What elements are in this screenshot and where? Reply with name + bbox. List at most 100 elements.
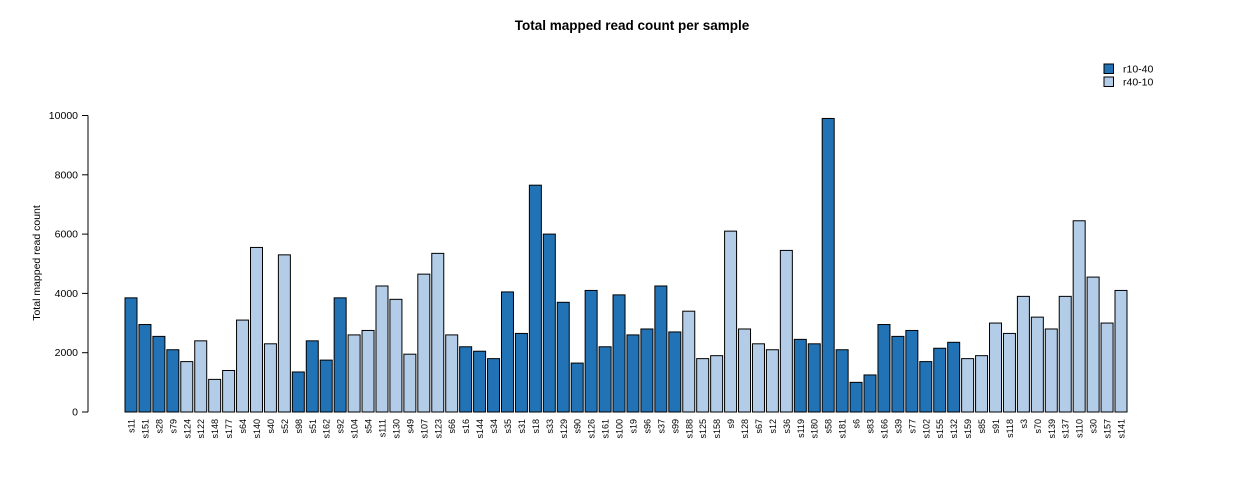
x-label-s6: s6 [852, 419, 862, 429]
x-label-s128: s128 [740, 419, 750, 439]
x-label-s19: s19 [628, 419, 638, 434]
x-label-s104: s104 [350, 419, 360, 439]
bar-s66 [445, 334, 459, 413]
bar-s90 [570, 362, 584, 413]
bar-s37 [654, 285, 668, 413]
bar-s40 [263, 343, 277, 413]
bar-s122 [194, 340, 208, 413]
y-tick-label: 4000 [55, 288, 79, 300]
bar-s107 [417, 273, 431, 413]
bar-s162 [319, 359, 333, 413]
x-label-s36: s36 [782, 419, 792, 434]
x-label-s129: s129 [559, 419, 569, 439]
x-label-s158: s158 [712, 419, 722, 439]
bar-s19 [626, 334, 640, 413]
bar-s31 [514, 332, 528, 413]
x-label-s161: s161 [601, 419, 611, 439]
x-label-s157: s157 [1103, 419, 1113, 439]
bar-s28 [152, 335, 166, 413]
bar-s16 [459, 346, 473, 413]
bar-s99 [668, 331, 682, 413]
bar-s30 [1086, 276, 1100, 413]
bar-s141 [1114, 289, 1128, 413]
x-label-s91: s91 [991, 419, 1001, 434]
bar-s3 [1016, 295, 1030, 413]
x-label-s96: s96 [642, 419, 652, 434]
y-tick-label: 10000 [49, 110, 78, 122]
x-label-s177: s177 [224, 419, 234, 439]
x-label-s77: s77 [907, 419, 917, 434]
x-label-s141: s141 [1117, 419, 1127, 439]
bar-s11 [124, 297, 138, 413]
legend-swatch-r40-10 [1103, 76, 1114, 87]
y-axis-title: Total mapped read count [31, 205, 43, 321]
bar-s67 [751, 343, 765, 413]
bar-s58 [821, 117, 835, 413]
x-label-s111: s111 [377, 419, 387, 437]
x-label-s58: s58 [824, 419, 834, 434]
bar-s132 [947, 341, 961, 413]
bar-s110 [1072, 220, 1086, 413]
bar-s91 [989, 322, 1003, 413]
bar-s33 [542, 233, 556, 413]
bar-s140 [249, 246, 263, 413]
x-label-s148: s148 [210, 419, 220, 439]
bar-s102 [919, 361, 933, 413]
bar-s123 [431, 252, 445, 413]
bar-s124 [180, 361, 194, 413]
bar-s126 [584, 289, 598, 413]
bar-s148 [208, 378, 222, 413]
x-label-s119: s119 [796, 419, 806, 438]
bar-s158 [710, 355, 724, 413]
bar-s181 [835, 349, 849, 413]
x-label-s9: s9 [726, 419, 736, 429]
x-label-s39: s39 [893, 419, 903, 434]
y-tick-label: 2000 [55, 347, 79, 359]
bar-s9 [724, 230, 738, 413]
x-label-s54: s54 [364, 419, 374, 434]
x-label-s151: s151 [140, 419, 150, 439]
y-tick-label: 0 [72, 407, 78, 419]
x-label-s140: s140 [252, 419, 262, 439]
bar-s137 [1058, 295, 1072, 413]
x-label-s49: s49 [405, 419, 415, 434]
x-label-s12: s12 [768, 419, 778, 434]
x-label-s64: s64 [238, 419, 248, 434]
x-label-s123: s123 [433, 419, 443, 439]
bar-s130 [389, 298, 403, 413]
x-label-s122: s122 [196, 419, 206, 439]
x-label-s98: s98 [294, 419, 304, 434]
bar-s128 [738, 328, 752, 413]
x-label-s144: s144 [475, 419, 485, 439]
x-label-s11: s11 [127, 419, 137, 433]
bar-s83 [863, 374, 877, 413]
x-label-s132: s132 [949, 419, 959, 439]
x-label-s100: s100 [615, 419, 625, 439]
bar-s98 [291, 371, 305, 413]
x-label-s92: s92 [336, 419, 346, 434]
x-label-s70: s70 [1033, 419, 1043, 434]
x-label-s139: s139 [1047, 419, 1057, 439]
bar-s180 [807, 343, 821, 413]
legend-label-r40-10: r40-10 [1123, 77, 1154, 89]
x-label-s188: s188 [684, 419, 694, 439]
bar-s96 [640, 328, 654, 413]
bar-s70 [1030, 316, 1044, 413]
bar-s161 [598, 346, 612, 413]
bar-s92 [333, 297, 347, 413]
bar-s111 [375, 285, 389, 413]
bar-s159 [961, 358, 975, 413]
chart-title: Total mapped read count per sample [515, 18, 750, 33]
x-label-s166: s166 [879, 419, 889, 439]
x-label-s30: s30 [1089, 419, 1099, 434]
x-label-s180: s180 [810, 419, 820, 439]
x-label-s130: s130 [391, 419, 401, 439]
x-label-s37: s37 [656, 419, 666, 434]
legend-label-r10-40: r10-40 [1123, 64, 1154, 76]
bar-s54 [361, 329, 375, 413]
bar-s100 [612, 294, 626, 413]
x-label-s79: s79 [168, 419, 178, 434]
y-tick-label: 6000 [55, 229, 79, 241]
x-label-s110: s110 [1075, 419, 1085, 438]
